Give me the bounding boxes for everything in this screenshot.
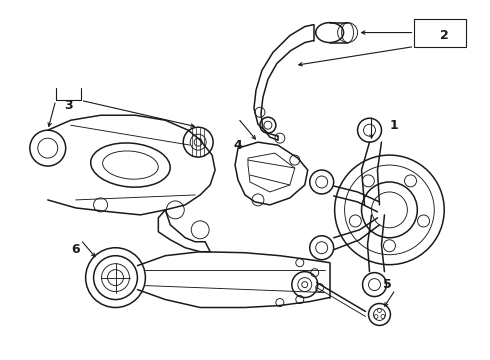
Text: 5: 5 (383, 278, 392, 291)
Text: 2: 2 (440, 29, 449, 42)
Text: 4: 4 (234, 139, 243, 152)
Text: 1: 1 (390, 119, 399, 132)
Text: 6: 6 (72, 243, 80, 256)
Bar (415, 19, 466, 46)
Text: 3: 3 (64, 99, 73, 112)
